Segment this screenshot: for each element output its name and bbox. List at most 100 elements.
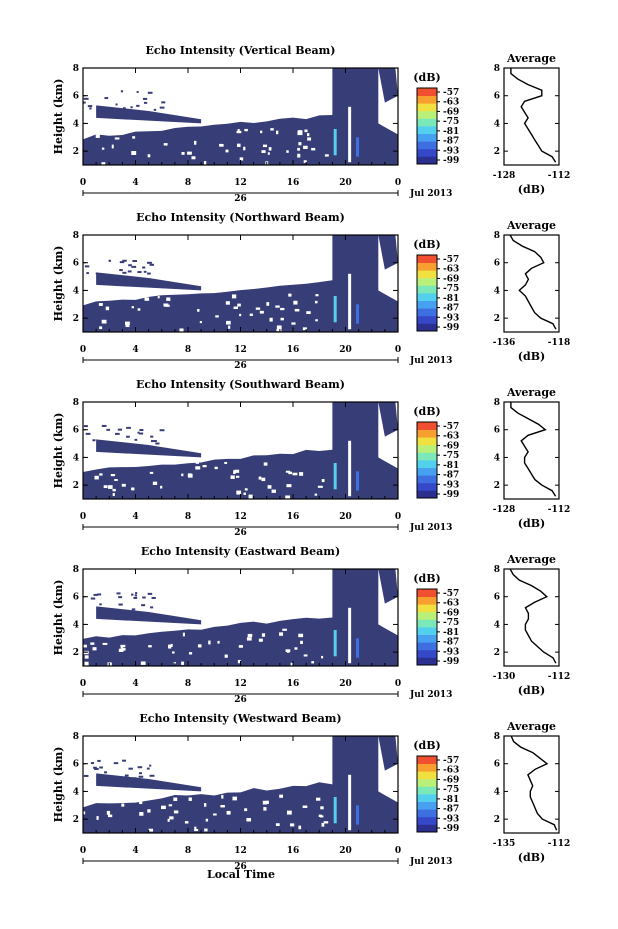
heatmap-gap [144, 297, 150, 301]
heatmap-gap [205, 818, 209, 822]
x-tick-label: 16 [287, 846, 300, 856]
heatmap-gap [194, 828, 199, 832]
heatmap-speck [86, 272, 89, 275]
heatmap-speck [149, 764, 152, 767]
colorbar-segment [417, 262, 437, 271]
heatmap-gap [275, 823, 280, 826]
heatmap-speck [146, 767, 150, 770]
heatmap-speck [134, 438, 138, 441]
date-label: Jul 2013 [409, 857, 452, 867]
y-axis-label: Height (km) [52, 580, 65, 656]
y-tick-label: 4 [73, 787, 79, 797]
heatmap-gap [181, 473, 184, 477]
heatmap-area [83, 68, 398, 165]
heatmap-gap [139, 800, 143, 805]
heatmap-gap [348, 106, 352, 163]
heatmap-gap [236, 130, 242, 134]
heatmap-gap [191, 156, 196, 160]
colorbar-tick-label: -57 [443, 88, 459, 98]
colorbar-segment [417, 467, 437, 476]
colorbar-segment [417, 490, 437, 499]
colorbar-tick-label: -69 [443, 441, 459, 451]
heatmap-gap [182, 632, 185, 637]
heatmap-speck [143, 101, 148, 104]
y-tick-label: 6 [73, 760, 79, 770]
day-label: 26 [234, 695, 247, 705]
x-tick-label: 16 [287, 679, 300, 689]
heatmap-gap [270, 128, 274, 131]
heatmap-gap [197, 644, 202, 648]
heatmap-gap [269, 317, 273, 322]
heatmap-gap [315, 294, 319, 297]
heatmap-gap [203, 161, 207, 165]
y-tick-label: 2 [73, 314, 79, 324]
heatmap-gap [152, 481, 158, 485]
colorbar-tick-label: -81 [443, 461, 459, 471]
heatmap-speck [83, 425, 88, 428]
heatmap-speck [131, 265, 137, 268]
colorbar-frame [416, 87, 438, 165]
colorbar-segment [417, 422, 437, 430]
heatmap-gap [147, 154, 151, 158]
heatmap-speck [122, 259, 127, 262]
colorbar-tick-label: -93 [443, 814, 459, 824]
heatmap-gap [279, 794, 284, 798]
colorbar-segment [417, 801, 437, 810]
heatmap-intensity-streak [356, 471, 359, 491]
heatmap-gap [282, 628, 287, 631]
colorbar-segment [417, 649, 437, 658]
average-y-tick-label: 8 [494, 565, 500, 575]
heatmap-gap [187, 151, 192, 155]
heatmap-speck [139, 429, 144, 432]
x-tick-label: 0 [80, 679, 86, 689]
heatmap-gap [299, 472, 304, 476]
y-axis-label: Height (km) [52, 246, 65, 322]
x-tick-label: 4 [132, 178, 138, 188]
heatmap-gap [110, 474, 116, 477]
day-label: 26 [234, 361, 247, 371]
heatmap-gap [161, 805, 166, 810]
average-x-label: (dB) [518, 350, 545, 363]
heatmap-area [83, 402, 398, 499]
date-label: Jul 2013 [409, 690, 452, 700]
heatmap-gap [99, 473, 103, 476]
heatmap-speck [136, 90, 139, 93]
heatmap-layer [378, 569, 398, 604]
heatmap-gap [83, 644, 87, 648]
x-tick-label: 4 [132, 512, 138, 522]
y-tick-label: 4 [73, 119, 79, 129]
heatmap-speck [127, 270, 132, 273]
x-tick-label: 8 [185, 679, 191, 689]
average-title: Average [506, 553, 556, 566]
colorbar-tick-label: -87 [443, 805, 459, 815]
heatmap-gap [199, 321, 202, 324]
heatmap-gap [103, 485, 108, 489]
y-tick-label: 4 [73, 286, 79, 296]
heatmap-gap [348, 273, 352, 330]
colorbar-tick-label: -75 [443, 785, 459, 795]
y-tick-label: 4 [73, 620, 79, 630]
heatmap-gap [169, 816, 174, 820]
colorbar-segment [417, 315, 437, 324]
x-tick-label: 8 [185, 345, 191, 355]
heatmap-gap [233, 306, 238, 310]
x-axis-label: Local Time [207, 868, 275, 881]
heatmap-gap [212, 813, 217, 816]
heatmap-gap [108, 485, 113, 489]
colorbar-segment [417, 778, 437, 787]
heatmap-speck [120, 90, 124, 93]
heatmap-speck [131, 608, 136, 611]
average-x-label: (dB) [518, 517, 545, 530]
heatmap-gap [179, 328, 184, 333]
colorbar-segment [417, 429, 437, 438]
heatmap-speck [159, 106, 165, 109]
average-y-tick-label: 2 [494, 815, 500, 825]
heatmap-gap [297, 131, 303, 136]
heatmap-speck [89, 107, 92, 110]
heatmap-speck [116, 592, 121, 595]
average-y-tick-label: 8 [494, 732, 500, 742]
heatmap-gap [348, 607, 352, 664]
heatmap-gap [239, 157, 244, 161]
heatmap-gap [168, 644, 172, 649]
average-y-tick-label: 2 [494, 147, 500, 157]
